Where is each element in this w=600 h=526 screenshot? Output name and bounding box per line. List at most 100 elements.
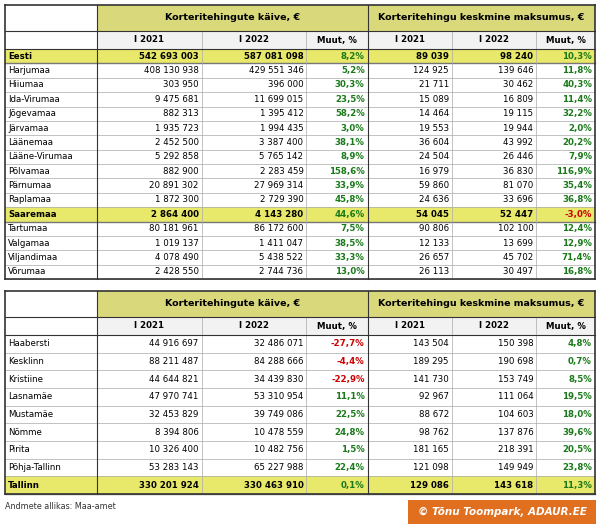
Text: 5 765 142: 5 765 142 [259, 153, 304, 161]
Text: 2 283 459: 2 283 459 [260, 167, 304, 176]
Text: Kristiine: Kristiine [8, 375, 43, 383]
Text: 2 744 736: 2 744 736 [259, 267, 304, 276]
Text: Korteritehingute käive, €: Korteritehingute käive, € [165, 299, 300, 309]
Text: 4 078 490: 4 078 490 [155, 253, 199, 262]
Text: 2 864 400: 2 864 400 [151, 210, 199, 219]
Text: Muut, %: Muut, % [545, 321, 586, 330]
Text: 137 876: 137 876 [497, 428, 533, 437]
Text: I 2021: I 2021 [395, 35, 425, 45]
Bar [5, 149, 595, 164]
Bar [5, 63, 595, 78]
Text: 12,9%: 12,9% [562, 239, 592, 248]
Text: Harjumaa: Harjumaa [8, 66, 50, 75]
Text: 2,0%: 2,0% [568, 124, 592, 133]
Text: 7,5%: 7,5% [341, 224, 365, 233]
Text: 32,2%: 32,2% [562, 109, 592, 118]
Text: 16 809: 16 809 [503, 95, 533, 104]
Text: 153 749: 153 749 [497, 375, 533, 383]
Text: 19,5%: 19,5% [562, 392, 592, 401]
Text: 21 711: 21 711 [419, 80, 449, 89]
Text: -22,9%: -22,9% [331, 375, 365, 383]
Text: 32 486 071: 32 486 071 [254, 339, 304, 348]
Text: 4,8%: 4,8% [568, 339, 592, 348]
Text: Ida-Virumaa: Ida-Virumaa [8, 95, 60, 104]
Text: 190 698: 190 698 [498, 357, 533, 366]
Text: 3,0%: 3,0% [341, 124, 365, 133]
Text: 58,2%: 58,2% [335, 109, 365, 118]
Bar [536, 31, 595, 49]
Bar [5, 477, 595, 494]
Text: 89 039: 89 039 [416, 52, 449, 60]
Text: Korteritehingute käive, €: Korteritehingute käive, € [165, 14, 300, 23]
Bar [5, 406, 595, 423]
Bar [368, 5, 595, 31]
Text: 2 452 500: 2 452 500 [155, 138, 199, 147]
Text: Lääne-Virumaa: Lääne-Virumaa [8, 153, 73, 161]
Text: 81 070: 81 070 [503, 181, 533, 190]
Text: 7,9%: 7,9% [568, 153, 592, 161]
Text: 5 292 858: 5 292 858 [155, 153, 199, 161]
Text: 16 979: 16 979 [419, 167, 449, 176]
Text: Põlvamaa: Põlvamaa [8, 167, 50, 176]
Text: Muut, %: Muut, % [317, 321, 357, 330]
Text: Järvamaa: Järvamaa [8, 124, 49, 133]
Text: 30 497: 30 497 [503, 267, 533, 276]
Bar [202, 317, 307, 335]
Text: 0,1%: 0,1% [341, 481, 365, 490]
Text: 71,4%: 71,4% [562, 253, 592, 262]
Text: 181 165: 181 165 [413, 446, 449, 454]
Text: Korteritehingu keskmine maksumus, €: Korteritehingu keskmine maksumus, € [378, 299, 584, 309]
Text: 92 967: 92 967 [419, 392, 449, 401]
Text: 44,6%: 44,6% [335, 210, 365, 219]
Text: 10,3%: 10,3% [562, 52, 592, 60]
Text: 14 464: 14 464 [419, 109, 449, 118]
Text: Pärnumaa: Pärnumaa [8, 181, 51, 190]
Text: 24,8%: 24,8% [335, 428, 365, 437]
Text: Mustamäe: Mustamäe [8, 410, 53, 419]
Text: 90 806: 90 806 [419, 224, 449, 233]
Text: 86 172 600: 86 172 600 [254, 224, 304, 233]
Text: 11,3%: 11,3% [562, 481, 592, 490]
Text: -4,4%: -4,4% [337, 357, 365, 366]
Text: Korteritehingu keskmine maksumus, €: Korteritehingu keskmine maksumus, € [378, 14, 584, 23]
Text: 1 872 300: 1 872 300 [155, 196, 199, 205]
Text: 53 283 143: 53 283 143 [149, 463, 199, 472]
Text: © Tõnu Toompark, ADAUR.EE: © Tõnu Toompark, ADAUR.EE [418, 507, 587, 517]
Text: 11 699 015: 11 699 015 [254, 95, 304, 104]
Bar [5, 265, 595, 279]
Text: 38,1%: 38,1% [335, 138, 365, 147]
Bar [5, 135, 595, 149]
Text: I 2022: I 2022 [239, 321, 269, 330]
Text: 1 395 412: 1 395 412 [260, 109, 304, 118]
Text: 587 081 098: 587 081 098 [244, 52, 304, 60]
Text: 20,5%: 20,5% [562, 446, 592, 454]
Bar [5, 335, 595, 352]
Bar [5, 49, 595, 63]
Text: 121 098: 121 098 [413, 463, 449, 472]
Text: 5,2%: 5,2% [341, 66, 365, 75]
Text: 36,8%: 36,8% [562, 196, 592, 205]
Text: 84 288 666: 84 288 666 [254, 357, 304, 366]
Text: 30 462: 30 462 [503, 80, 533, 89]
Text: Jõgevamaa: Jõgevamaa [8, 109, 56, 118]
Text: 143 504: 143 504 [413, 339, 449, 348]
Text: I 2022: I 2022 [479, 321, 509, 330]
Text: Tallinn: Tallinn [8, 481, 40, 490]
Text: 22,5%: 22,5% [335, 410, 365, 419]
Bar [5, 352, 595, 370]
Text: 24 504: 24 504 [419, 153, 449, 161]
Bar [536, 317, 595, 335]
Text: 38,5%: 38,5% [335, 239, 365, 248]
Bar [307, 317, 368, 335]
Text: 88 672: 88 672 [419, 410, 449, 419]
Text: 8,2%: 8,2% [341, 52, 365, 60]
Bar [452, 31, 536, 49]
Text: 35,4%: 35,4% [562, 181, 592, 190]
Text: 47 970 741: 47 970 741 [149, 392, 199, 401]
Text: 13 699: 13 699 [503, 239, 533, 248]
Text: 20,2%: 20,2% [562, 138, 592, 147]
Text: 39 749 086: 39 749 086 [254, 410, 304, 419]
Text: 330 463 910: 330 463 910 [244, 481, 304, 490]
Text: 54 045: 54 045 [416, 210, 449, 219]
Text: 36 830: 36 830 [503, 167, 533, 176]
